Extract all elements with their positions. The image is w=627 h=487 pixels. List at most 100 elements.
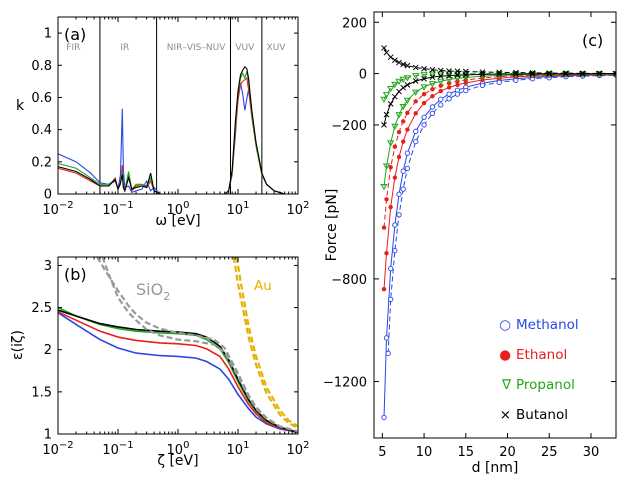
y-tick-label: −1200 bbox=[323, 376, 367, 391]
legend-label-methanol: Methanol bbox=[516, 317, 579, 333]
data-point-butanol bbox=[513, 69, 519, 76]
data-point-butanol bbox=[412, 78, 419, 84]
data-point-propanol bbox=[437, 78, 445, 86]
data-point-methanol bbox=[446, 91, 452, 97]
series-line-methanol-dashed bbox=[387, 74, 616, 354]
series-group bbox=[58, 66, 298, 194]
data-point-ethanol bbox=[384, 251, 389, 256]
x-axis-label: ω [eV] bbox=[155, 213, 200, 229]
series-line-methanol bbox=[58, 311, 298, 434]
data-point-ethanol bbox=[381, 225, 387, 230]
data-point-methanol bbox=[421, 122, 427, 128]
data-point-butanol bbox=[383, 111, 390, 118]
x-tick-label: 10 bbox=[416, 445, 433, 460]
data-point-ethanol bbox=[438, 88, 443, 94]
x-tick-label: 102 bbox=[287, 200, 310, 218]
data-point-ethanol bbox=[396, 154, 402, 160]
data-point-methanol bbox=[454, 91, 461, 97]
data-point-butanol bbox=[446, 68, 452, 74]
y-tick-label: 2 bbox=[44, 343, 52, 358]
y-tick-label: −800 bbox=[331, 273, 367, 288]
legend-label-butanol: Butanol bbox=[516, 407, 568, 423]
data-point-butanol bbox=[396, 59, 402, 66]
series-line-butanol bbox=[58, 66, 298, 194]
data-point-propanol bbox=[382, 92, 391, 99]
series-line-methanol-solid bbox=[383, 74, 616, 418]
y-tick-label: 200 bbox=[342, 16, 367, 31]
region-label: VUV bbox=[235, 43, 255, 53]
data-point-propanol bbox=[420, 72, 428, 79]
sio2-annotation: SiO2 bbox=[136, 280, 170, 303]
data-point-butanol bbox=[513, 71, 519, 77]
data-point-butanol bbox=[613, 70, 616, 77]
data-point-methanol bbox=[438, 102, 444, 108]
data-point-methanol bbox=[404, 165, 411, 172]
x-axis-label: d [nm] bbox=[472, 460, 519, 476]
data-point-butanol bbox=[563, 70, 569, 76]
series-line-ethanol-solid bbox=[383, 73, 616, 290]
series-group bbox=[380, 45, 616, 421]
data-point-propanol bbox=[399, 76, 407, 84]
au-annotation: Au bbox=[254, 278, 272, 294]
data-point-methanol bbox=[429, 104, 436, 110]
data-point-ethanol bbox=[384, 197, 389, 202]
y-axis-label: ε(iζ) bbox=[10, 330, 26, 360]
data-point-butanol bbox=[412, 64, 419, 71]
data-point-butanol bbox=[387, 101, 394, 107]
data-point-methanol bbox=[381, 414, 387, 421]
data-point-methanol bbox=[396, 191, 402, 197]
data-point-ethanol bbox=[413, 111, 418, 116]
panel-label: (a) bbox=[64, 25, 86, 44]
data-point-butanol bbox=[392, 93, 398, 100]
data-point-ethanol bbox=[401, 139, 406, 144]
y-tick-label: 0 bbox=[359, 68, 367, 83]
data-point-ethanol bbox=[392, 175, 398, 180]
y-tick-label: 1 bbox=[44, 428, 52, 443]
data-point-butanol bbox=[479, 71, 486, 78]
y-tick-label: 0 bbox=[44, 188, 52, 203]
data-point-methanol bbox=[429, 110, 436, 117]
region-label: IR bbox=[120, 43, 129, 53]
data-point-ethanol bbox=[421, 100, 427, 106]
legend-label-propanol: Propanol bbox=[516, 377, 575, 393]
data-point-ethanol bbox=[405, 110, 410, 116]
x-tick-label: 100 bbox=[167, 440, 190, 458]
data-point-ethanol bbox=[405, 127, 410, 132]
data-point-propanol bbox=[428, 81, 437, 88]
panel-label: (b) bbox=[64, 265, 87, 284]
series-line-propanol-solid bbox=[383, 73, 616, 187]
region-label: XUV bbox=[267, 43, 287, 53]
data-point-methanol bbox=[413, 138, 419, 145]
y-tick-label: 0.8 bbox=[31, 59, 52, 74]
y-tick-label: 3 bbox=[44, 259, 52, 274]
data-point-propanol bbox=[387, 85, 395, 93]
y-tick-label: 1 bbox=[44, 27, 52, 42]
region-label: NIR–VIS–NUV bbox=[167, 43, 226, 53]
data-point-propanol bbox=[403, 97, 412, 105]
data-point-methanol bbox=[400, 168, 406, 174]
data-point-methanol bbox=[385, 350, 391, 356]
legend-marker-ethanol: ● bbox=[499, 347, 511, 363]
data-point-methanol bbox=[463, 87, 469, 94]
series-line-ethanol bbox=[58, 311, 298, 434]
data-point-ethanol bbox=[421, 91, 427, 97]
data-point-ethanol bbox=[455, 82, 460, 88]
data-point-methanol bbox=[383, 335, 390, 341]
x-tick-label: 10−1 bbox=[102, 200, 133, 218]
region-label: FIR bbox=[66, 43, 80, 53]
data-point-butanol bbox=[387, 54, 394, 61]
series-line-au-1 bbox=[232, 257, 298, 430]
panel-c-chart: 200 0 −200 −800 −1200 5 10 15 20 25 30 d [nm] Force … bbox=[323, 11, 617, 476]
data-point-methanol bbox=[438, 96, 444, 102]
data-point-propanol bbox=[380, 96, 388, 104]
data-point-butanol bbox=[579, 70, 586, 77]
x-tick-label: 20 bbox=[499, 445, 516, 460]
x-tick-label: 101 bbox=[227, 440, 250, 458]
data-point-butanol bbox=[563, 70, 569, 77]
y-axis-label: k bbox=[16, 98, 25, 114]
plot-frame bbox=[373, 11, 617, 439]
y-tick-label: 0.4 bbox=[31, 123, 52, 138]
data-point-butanol bbox=[381, 45, 387, 51]
x-tick-label: 5 bbox=[378, 445, 386, 460]
